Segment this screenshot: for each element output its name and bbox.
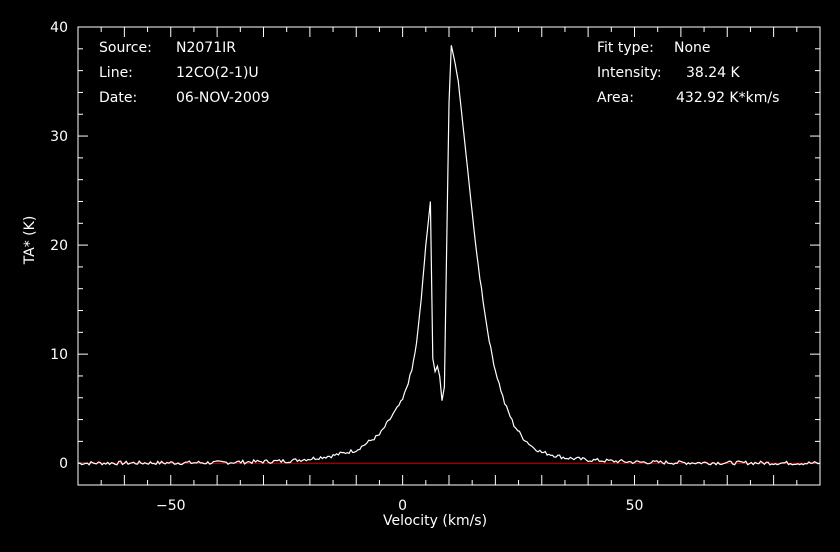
x-tick-label: 0: [398, 498, 407, 514]
intensity-value: 38.24 K: [686, 65, 740, 81]
area-value: 432.92 K*km/s: [676, 90, 780, 106]
source-label: Source:: [99, 40, 152, 56]
source-value: N2071IR: [176, 40, 236, 56]
y-tick-label: 40: [50, 20, 68, 36]
y-tick-label: 10: [50, 347, 68, 363]
line-label: Line:: [99, 65, 133, 81]
fit-type-value: None: [674, 40, 711, 56]
intensity-label: Intensity:: [597, 65, 662, 81]
date-value: 06-NOV-2009: [176, 90, 270, 106]
y-tick-label: 0: [59, 456, 68, 472]
x-tick-label: −50: [156, 498, 186, 514]
date-label: Date:: [99, 90, 138, 106]
spectrum-line: [77, 45, 821, 466]
y-tick-label: 30: [50, 129, 68, 145]
y-axis-label: TA* (K): [22, 215, 38, 265]
area-label: Area:: [597, 90, 634, 106]
y-tick-label: 20: [50, 238, 68, 254]
x-tick-label: 50: [626, 498, 644, 514]
fit-type-label: Fit type:: [597, 40, 654, 56]
line-value: 12CO(2-1)U: [176, 65, 259, 81]
x-axis-label: Velocity (km/s): [383, 513, 488, 529]
